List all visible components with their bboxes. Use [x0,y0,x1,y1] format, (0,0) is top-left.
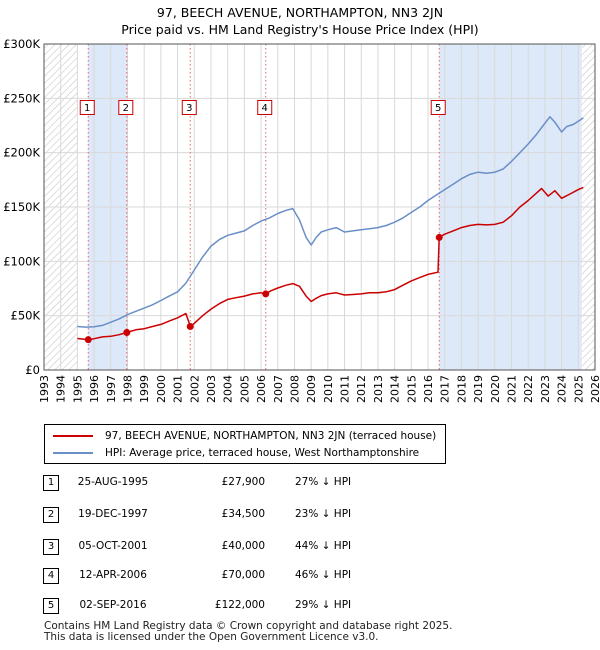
footer-copyright: Contains HM Land Registry data © Crown c… [44,620,453,632]
y-tick-label: £200K [3,146,40,160]
sale-label-number: 3 [186,103,192,114]
sale-date: 25-AUG-1995 [77,476,149,488]
x-tick-label: 2025 [572,375,585,403]
x-tick-label: 1994 [55,375,68,403]
y-tick-label: £150K [3,200,40,214]
legend-item-hpi: HPI: Average price, terraced house, West… [53,445,419,461]
sale-label-box [79,100,95,116]
sale-label-box [118,100,134,116]
x-tick-label: 2015 [405,375,418,403]
price-chart: 1 2 3 4 5 £0 £50K £100K £150K £200K £250K £300K 199… [3,37,600,403]
plot-frame [43,43,596,371]
sale-number-badge: 5 [43,598,59,614]
sale-hpi-diff: 46% ↓ HPI [295,569,352,581]
x-tick-label: 1998 [121,375,134,403]
x-tick-label: 2022 [522,375,535,403]
x-tick-label: 2019 [472,375,485,403]
sale-date: 19-DEC-1997 [78,508,148,520]
sale-price: £27,900 [221,476,265,488]
y-tick-label: £50K [11,309,41,323]
sale-hpi-diff: 44% ↓ HPI [295,540,352,552]
x-tick-label: 2021 [506,375,519,403]
x-tick-label: 2002 [188,375,201,403]
x-tick-label: 2012 [355,375,368,403]
x-tick-label: 2026 [589,375,600,403]
x-tick-label: 2024 [556,375,569,403]
sale-row: 4 12-APR-2006 £70,000 46% ↓ HPI [0,568,600,586]
x-tick-label: 2010 [322,375,335,403]
hpi-series-line [77,116,584,328]
legend-label-property: 97, BEECH AVENUE, NORTHAMPTON, NN3 2JN (… [105,430,437,442]
sale-label-number: 5 [435,103,441,114]
sale-number-badge: 1 [43,475,59,491]
legend-label-hpi: HPI: Average price, terraced house, West… [105,447,420,459]
chart-title: 97, BEECH AVENUE, NORTHAMPTON, NN3 2JN [156,5,444,20]
chart-subtitle: Price paid vs. HM Land Registry's House … [121,22,479,37]
x-tick-label: 2003 [205,375,218,403]
sale-hpi-diff: 27% ↓ HPI [295,476,352,488]
y-tick-label: £0 [25,363,40,377]
x-tick-label: 2013 [372,375,385,403]
x-tick-label: 2007 [272,375,285,403]
x-tick-label: 1996 [88,375,101,403]
x-tick-label: 2009 [305,375,318,403]
sale-price: £40,000 [221,540,265,552]
sale-price: £34,500 [221,508,265,520]
x-tick-label: 2016 [422,375,435,403]
legend-swatch-hpi [53,452,93,454]
sale-date: 12-APR-2006 [79,569,147,581]
sale-row: 3 05-OCT-2001 £40,000 44% ↓ HPI [0,539,600,557]
x-tick-label: 1999 [138,375,151,403]
sale-point [186,323,194,331]
x-tick-label: 2005 [238,375,251,403]
x-tick-label: 2011 [339,375,352,403]
y-tick-label: £300K [3,37,40,51]
x-tick-label: 2020 [489,375,502,403]
legend-item-property: 97, BEECH AVENUE, NORTHAMPTON, NN3 2JN (… [53,428,436,444]
sale-label-box [257,100,273,116]
sale-label-number: 1 [84,103,90,114]
sale-number-badge: 3 [43,539,59,555]
sale-number-badge: 4 [43,568,59,584]
sale-point [84,336,92,344]
y-tick-label: £250K [3,91,40,105]
sale-price: £122,000 [214,599,265,611]
sale-row: 1 25-AUG-1995 £27,900 27% ↓ HPI [0,475,600,493]
sale-row: 5 02-SEP-2016 £122,000 29% ↓ HPI [0,598,600,616]
x-tick-label: 2023 [539,375,552,403]
property-series-line [77,186,584,341]
x-tick-label: 2008 [288,375,301,403]
x-tick-label: 2004 [222,375,235,403]
x-tick-label: 1997 [105,375,118,403]
sale-label-box [181,100,197,116]
sale-label-box [430,100,446,116]
legend-swatch-property [53,435,93,437]
x-tick-label: 1993 [38,375,51,403]
sale-price: £70,000 [221,569,265,581]
sale-point [435,233,443,241]
sale-label-number: 4 [262,103,268,114]
sale-hpi-diff: 29% ↓ HPI [295,599,352,611]
y-tick-label: £100K [3,254,40,268]
sale-label-number: 2 [123,103,129,114]
sale-date: 05-OCT-2001 [78,540,148,552]
footer-licence: This data is licensed under the Open Gov… [44,631,379,643]
x-tick-label: 2006 [255,375,268,403]
x-tick-label: 2017 [439,375,452,403]
sale-row: 2 19-DEC-1997 £34,500 23% ↓ HPI [0,507,600,525]
x-tick-label: 1995 [71,375,84,403]
sale-point [123,329,131,337]
x-tick-label: 2001 [172,375,185,403]
sale-date: 02-SEP-2016 [79,599,147,611]
x-tick-label: 2014 [389,375,402,403]
sale-number-badge: 2 [43,507,59,523]
x-tick-label: 2018 [455,375,468,403]
sale-hpi-diff: 23% ↓ HPI [295,508,352,520]
x-tick-label: 2000 [155,375,168,403]
sale-point [262,290,270,298]
chart-legend: 97, BEECH AVENUE, NORTHAMPTON, NN3 2JN (… [44,424,446,464]
